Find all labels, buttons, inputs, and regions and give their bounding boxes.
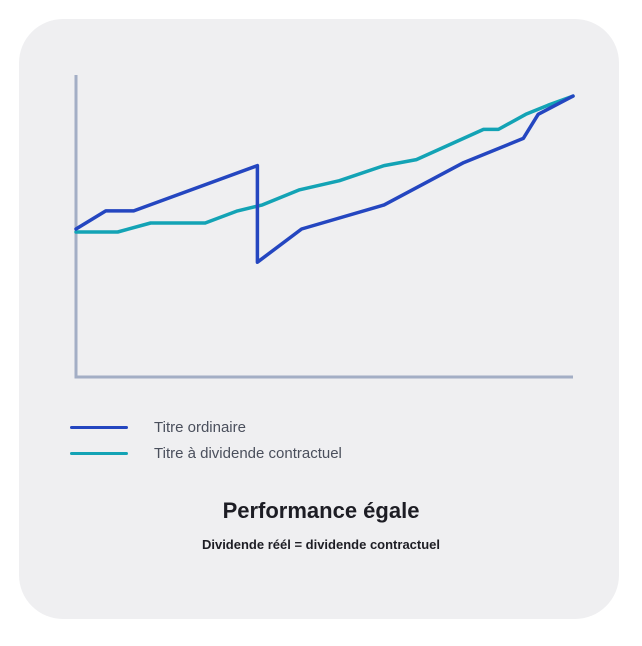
legend-item-titre-dividende-contractuel: Titre à dividende contractuel [70, 440, 342, 466]
legend-item-titre-ordinaire: Titre ordinaire [70, 414, 342, 440]
series-line-titre-dividende-contractuel [74, 94, 575, 234]
legend-swatch-titre-ordinaire [70, 425, 128, 429]
legend: Titre ordinaire Titre à dividende contra… [70, 414, 342, 466]
chart-subtitle: Dividende réél = dividende contractuel [201, 537, 441, 552]
legend-swatch-titre-dividende-contractuel [70, 451, 128, 455]
series-layer [74, 94, 575, 264]
chart-title: Performance égale [222, 498, 420, 523]
legend-label-titre-ordinaire: Titre ordinaire [154, 418, 246, 436]
series-line-titre-ordinaire [74, 94, 575, 264]
legend-label-titre-dividende-contractuel: Titre à dividende contractuel [154, 444, 342, 462]
